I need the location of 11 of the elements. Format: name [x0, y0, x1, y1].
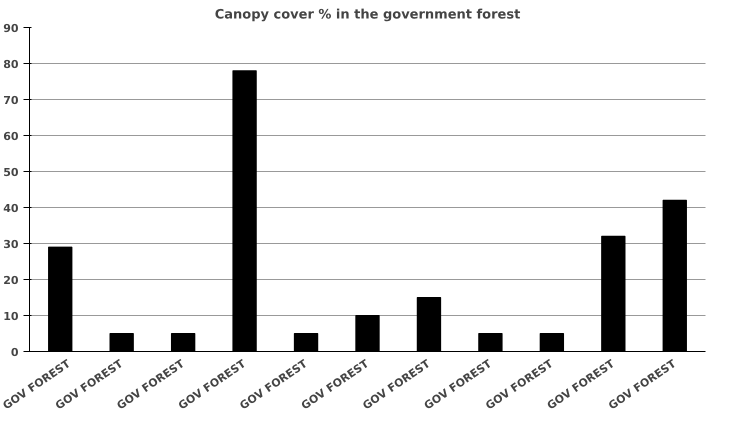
y-tick-label: 70	[3, 94, 19, 107]
y-tick-label: 80	[3, 58, 19, 71]
y-tick-label: 40	[3, 202, 19, 215]
chart-title: Canopy cover % in the government forest	[214, 8, 520, 22]
y-tick-label: 10	[3, 310, 19, 323]
y-tick-label: 50	[3, 166, 19, 179]
y-tick-label: 20	[3, 274, 19, 287]
y-tick-label: 90	[3, 22, 19, 35]
y-tick-label: 0	[10, 346, 19, 359]
y-tick-label: 60	[3, 130, 19, 143]
y-tick-label: 30	[3, 238, 19, 251]
